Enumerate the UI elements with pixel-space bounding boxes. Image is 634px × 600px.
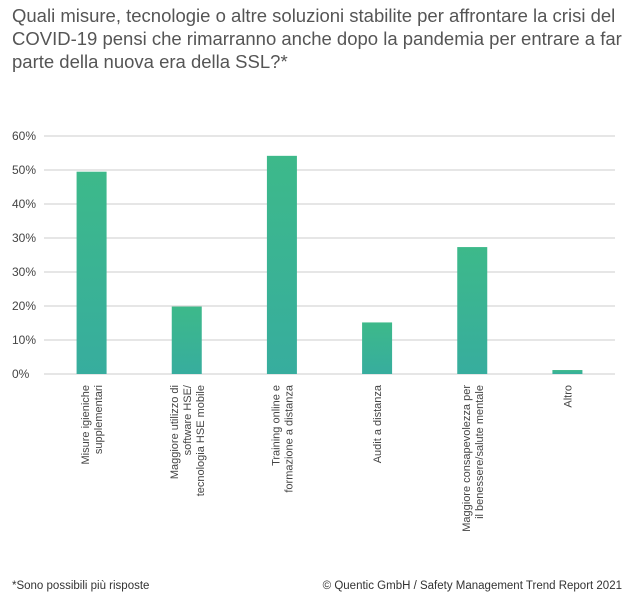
x-tick-label-line: supplementari: [93, 385, 105, 454]
bar: [76, 171, 107, 374]
x-tick-label: Maggiore utilizzo di software HSE/tecnolo…: [169, 384, 207, 496]
bars: [76, 155, 583, 374]
x-tick-label: Altro: [562, 385, 574, 408]
x-tick-labels: Misure igieniche supplementari Maggiore ut…: [80, 384, 574, 532]
y-tick-label: 10%: [12, 333, 36, 347]
x-tick-label: Training online e formazione a distanza: [270, 384, 295, 492]
x-tick-label-line: Audit a distanza: [372, 384, 384, 463]
x-tick-label: Audit a distanza: [372, 384, 384, 463]
x-tick-label: Misure igieniche supplementari: [80, 385, 105, 464]
bar: [171, 306, 202, 374]
x-tick-label-line: Maggiore consapevolezza per: [461, 385, 473, 532]
y-tick-label: 30%: [12, 265, 36, 279]
chart-title: Quali misure, tecnologie o altre soluzio…: [12, 5, 622, 72]
y-tick-label: 30%: [12, 231, 36, 245]
bar: [552, 370, 583, 374]
x-tick-label-line: tecnologia HSE mobile: [195, 385, 207, 496]
bar-chart: 0% 10% 20% 30% 30% 40% 50% 60% Misure igieniche…: [12, 129, 615, 532]
x-tick-label-line: Misure igieniche: [80, 385, 92, 464]
bar: [457, 247, 488, 374]
x-tick-label-line: software HSE/: [182, 384, 194, 455]
x-tick-label-line: Training online e: [270, 385, 282, 466]
gridlines: [44, 135, 615, 375]
footnote: *Sono possibili più risposte: [12, 580, 150, 592]
x-tick-label-line: il benessere/salute mentale: [474, 385, 486, 519]
bar: [266, 155, 297, 374]
y-tick-labels: 0% 10% 20% 30% 30% 40% 50% 60%: [12, 129, 36, 381]
y-tick-label: 40%: [12, 197, 36, 211]
x-tick-label-line: formazione a distanza: [283, 384, 295, 492]
bar: [362, 322, 393, 374]
copyright-notice: © Quentic GmbH / Safety Management Trend…: [322, 580, 622, 592]
x-tick-label: Maggiore consapevolezza per il benessere/…: [461, 385, 486, 532]
y-tick-label: 50%: [12, 163, 36, 177]
y-tick-label: 60%: [12, 129, 36, 143]
y-tick-label: 0%: [12, 367, 30, 381]
y-tick-label: 20%: [12, 299, 36, 313]
x-tick-label-line: Maggiore utilizzo di: [169, 385, 181, 479]
x-tick-label-line: Altro: [562, 385, 574, 408]
